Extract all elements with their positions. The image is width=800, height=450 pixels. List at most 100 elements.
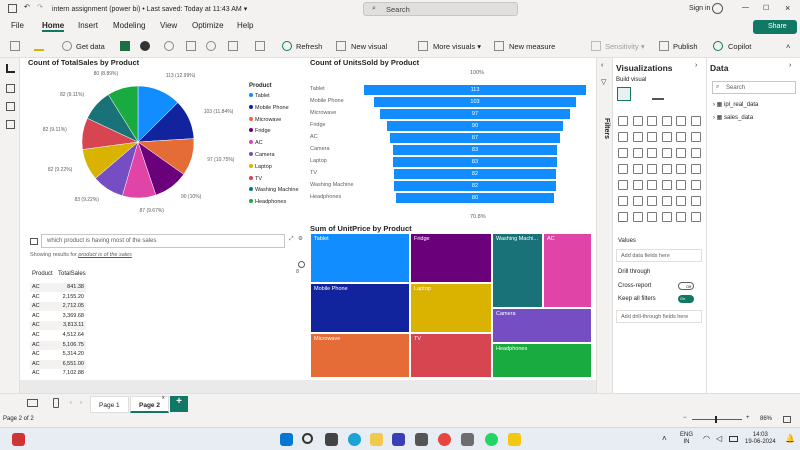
onelake-icon[interactable] <box>140 41 150 51</box>
model-view-icon[interactable] <box>6 102 15 111</box>
values-drop-zone[interactable]: Add data fields here <box>616 249 702 262</box>
funnel-bar[interactable]: 80 <box>396 193 554 203</box>
treemap-tile[interactable]: Fridge <box>410 233 492 283</box>
viz-decomposition-tree-icon[interactable] <box>632 196 643 206</box>
qa-info-icon[interactable] <box>298 261 305 268</box>
save-icon[interactable] <box>8 4 17 13</box>
viz-line-clustered-icon[interactable] <box>676 132 686 142</box>
start-icon[interactable] <box>280 433 293 446</box>
funnel-bar[interactable]: 87 <box>389 133 561 143</box>
pie-legend-item[interactable]: Camera <box>249 152 275 158</box>
viz-python-visual-icon[interactable] <box>690 180 701 190</box>
funnel-bar[interactable]: 83 <box>393 157 557 167</box>
table-ipl-real-data[interactable]: › ▦ ipl_real_data <box>713 102 759 108</box>
viz-slicer-icon[interactable] <box>632 180 643 190</box>
minimize-button[interactable]: — <box>742 4 749 11</box>
viz-waterfall-icon[interactable] <box>618 148 628 158</box>
viz-clustered-column-icon[interactable] <box>661 116 672 126</box>
treemap-tile[interactable]: Headphones <box>492 343 592 378</box>
treemap-tile[interactable]: Washing Machi... <box>492 233 543 308</box>
prev-page-icon[interactable]: ‹ <box>70 400 72 406</box>
qa-settings-icon[interactable]: ⚙ <box>298 236 303 242</box>
treemap-tile[interactable]: Mobile Phone <box>310 283 410 333</box>
dataverse-icon[interactable] <box>206 41 216 51</box>
add-page-button[interactable]: + <box>170 396 188 412</box>
zoom-slider-thumb[interactable] <box>715 416 717 423</box>
close-button[interactable]: × <box>785 3 791 13</box>
viz-gauge-icon[interactable] <box>661 164 672 174</box>
viz-scatter-icon[interactable] <box>647 148 657 158</box>
funnel-bar[interactable]: 82 <box>394 181 556 191</box>
table-row[interactable]: AC 841.38 <box>30 283 86 292</box>
viz-r-visual-icon[interactable] <box>676 180 686 190</box>
menu-modeling[interactable]: Modeling <box>113 21 146 30</box>
pie-legend-item[interactable]: Washing Machine <box>249 187 299 193</box>
tab-page-1[interactable]: Page 1 <box>90 396 129 413</box>
zoom-out-button[interactable]: − <box>683 415 687 421</box>
qa-question-input[interactable]: which product is having most of the sale… <box>41 234 285 248</box>
battery-icon[interactable] <box>729 436 738 442</box>
menu-home[interactable]: Home <box>42 21 65 32</box>
pie-legend-item[interactable]: Tablet <box>249 93 270 99</box>
viz-narrative-icon[interactable] <box>661 196 672 206</box>
table-row[interactable]: AC 5,106.75 <box>30 340 86 350</box>
viz-multi-row-card-icon[interactable] <box>690 164 701 174</box>
viz-arcgis-icon[interactable] <box>647 212 657 222</box>
notifications-icon[interactable]: 🔔 <box>785 434 795 443</box>
new-measure-button[interactable]: New measure <box>509 42 556 51</box>
viz-power-apps-icon[interactable] <box>690 196 701 206</box>
copilot-button[interactable]: Copilot <box>728 42 752 51</box>
app-icon-3[interactable] <box>461 433 474 446</box>
viz-card-icon[interactable] <box>676 164 686 174</box>
viz-filled-map-icon[interactable] <box>632 164 643 174</box>
table-header-product[interactable]: Product <box>32 271 53 277</box>
format-visual-icon[interactable] <box>652 88 664 100</box>
viz-more-2-icon[interactable] <box>676 212 686 222</box>
new-visual-button[interactable]: New visual <box>351 42 388 51</box>
undo-icon[interactable]: ↶ <box>24 4 30 11</box>
viz-funnel-icon[interactable] <box>632 148 643 158</box>
treemap-tile[interactable]: TV <box>410 333 492 378</box>
pie-legend-item[interactable]: Laptop <box>249 163 272 170</box>
close-page-icon[interactable]: x <box>162 395 165 401</box>
excel-icon[interactable] <box>120 41 130 51</box>
get-data-button[interactable]: Get data <box>76 42 105 51</box>
paste-icon[interactable] <box>10 41 20 51</box>
data-collapse-icon[interactable]: › <box>789 62 792 69</box>
viz-line-icon[interactable] <box>618 132 628 142</box>
maximize-button[interactable]: ☐ <box>763 5 770 12</box>
treemap-tile[interactable]: Tablet <box>310 233 410 283</box>
format-painter-icon[interactable] <box>34 41 44 51</box>
tab-page-2[interactable]: Page 2 <box>130 396 169 413</box>
menu-help[interactable]: Help <box>237 21 254 30</box>
menu-optimize[interactable]: Optimize <box>192 21 224 30</box>
viz-stacked-bar-icon[interactable] <box>618 116 628 126</box>
viz-map-icon[interactable] <box>618 164 628 174</box>
viz-treemap-icon[interactable] <box>690 148 701 158</box>
viz-more-3-icon[interactable] <box>690 212 701 222</box>
app-icon-1[interactable] <box>392 433 405 446</box>
pie-slice-headphones[interactable] <box>107 85 139 143</box>
pie-legend-item[interactable]: AC <box>249 140 263 146</box>
pie-legend-item[interactable]: Headphones <box>249 199 286 205</box>
pie-legend-item[interactable]: Mobile Phone <box>249 104 289 111</box>
treemap-tile[interactable]: AC <box>543 233 592 308</box>
table-row[interactable]: AC 3,369.68 <box>30 311 86 321</box>
funnel-bar[interactable]: 113 <box>364 85 586 95</box>
enter-data-icon[interactable] <box>186 41 196 51</box>
qa-result-link[interactable]: product is of the sales <box>78 252 132 258</box>
task-view-icon[interactable] <box>325 433 338 446</box>
funnel-bar[interactable]: 90 <box>386 121 564 131</box>
more-visuals-button[interactable]: More visuals ▾ <box>433 42 481 51</box>
filters-pane-collapsed[interactable]: ‹ Filters ▽ <box>596 58 612 393</box>
menu-file[interactable]: File <box>11 21 24 30</box>
build-visual-icon[interactable] <box>617 87 631 101</box>
whatsapp-icon[interactable] <box>485 433 498 446</box>
viz-more-1-icon[interactable] <box>661 212 672 222</box>
redo-icon[interactable]: ↷ <box>37 4 43 11</box>
viz-power-automate-icon[interactable] <box>618 212 628 222</box>
zoom-level[interactable]: 86% <box>760 416 773 422</box>
keep-filters-toggle[interactable]: On <box>678 295 694 303</box>
transform-data-icon[interactable] <box>255 41 265 51</box>
drill-through-drop-zone[interactable]: Add drill-through fields here <box>616 310 702 323</box>
